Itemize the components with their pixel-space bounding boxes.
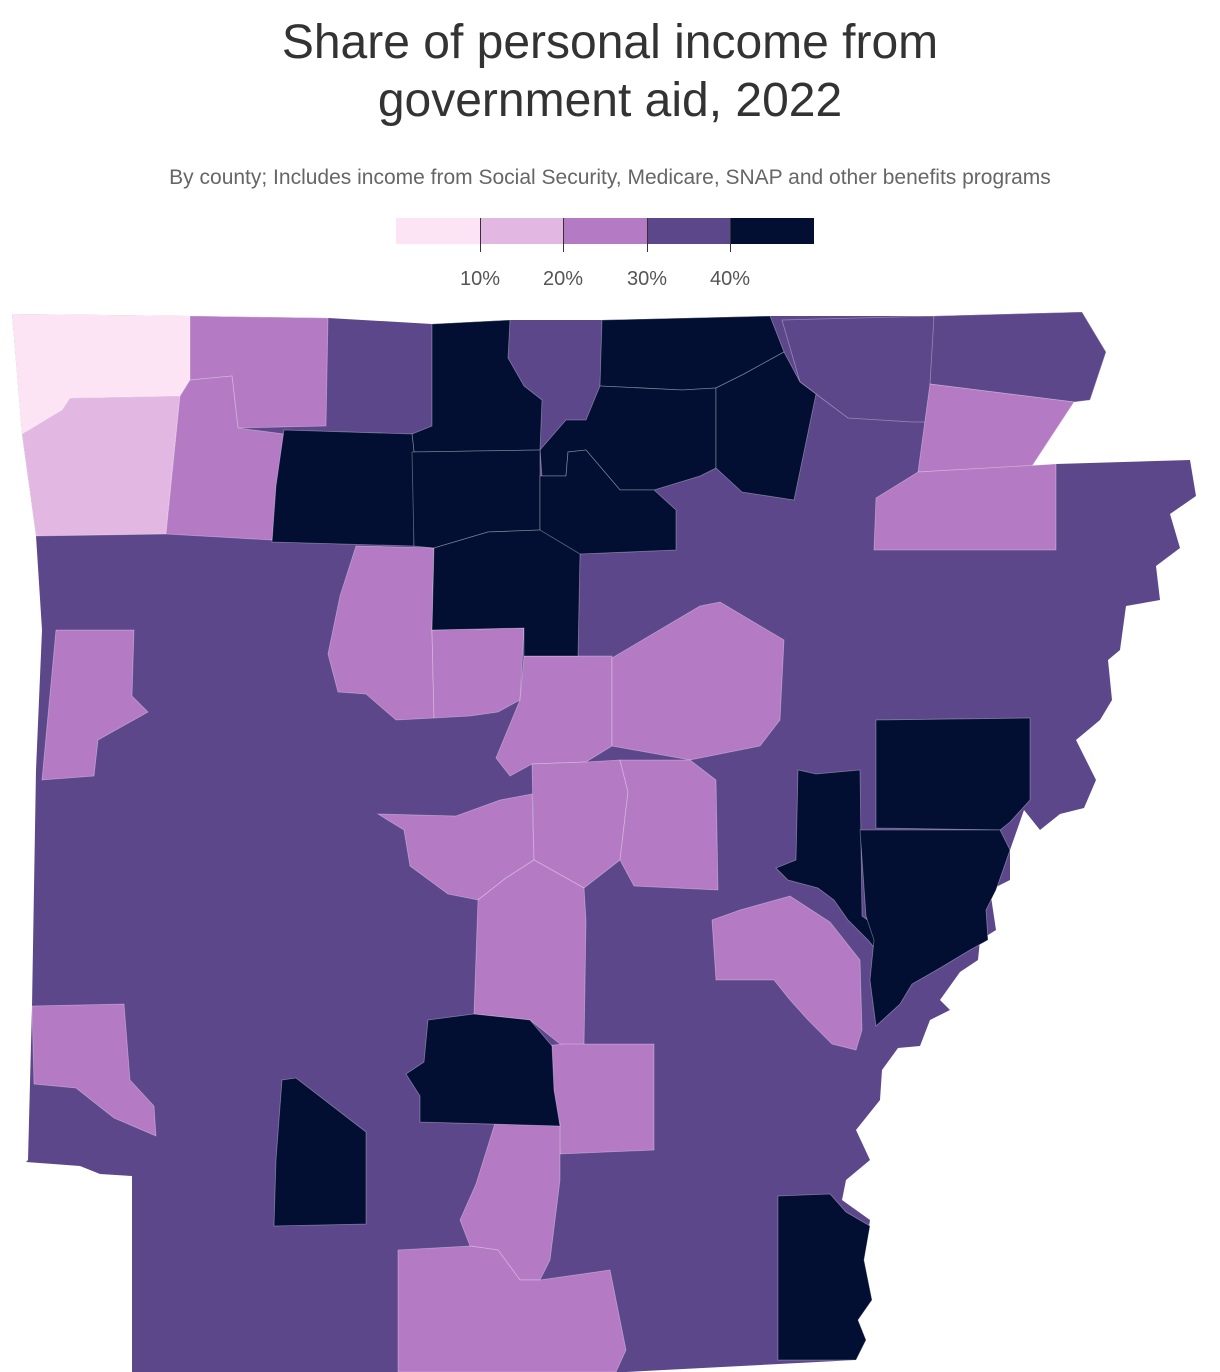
legend-swatch-5 — [730, 218, 814, 244]
legend-tick-mark — [563, 218, 564, 252]
legend-tick-label: 40% — [709, 268, 751, 290]
county-st-francis-lee — [711, 895, 863, 1051]
county-chicot — [777, 1193, 873, 1361]
arkansas-county-map — [11, 311, 1196, 1372]
county-union — [397, 1245, 627, 1372]
legend-tick-mark — [730, 218, 731, 252]
county-white — [611, 601, 785, 761]
county-crittenden — [859, 829, 1011, 1027]
county-boone — [411, 319, 543, 453]
county-mississippi — [875, 717, 1031, 831]
county-jefferson — [405, 1013, 561, 1127]
legend-swatch-3 — [563, 218, 647, 244]
legend-tick-label: 20% — [542, 268, 584, 290]
legend-tick-label: 10% — [459, 268, 501, 290]
legend-tick-mark — [480, 218, 481, 252]
chart-subtitle: By county; Includes income from Social S… — [169, 166, 1051, 189]
legend-tick-label: 30% — [626, 268, 668, 290]
county-van-buren — [431, 529, 581, 657]
county-nevada — [273, 1077, 367, 1227]
county-miller-hempstead — [31, 1003, 157, 1137]
county-shapes — [11, 311, 1107, 1372]
legend-swatch-1 — [396, 218, 480, 244]
county-madison — [165, 375, 285, 541]
county-cross — [775, 769, 889, 966]
county-conway — [431, 627, 525, 719]
chart-title: Share of personal income from government… — [0, 14, 1220, 130]
legend-swatch-2 — [479, 218, 564, 244]
county-newton — [271, 429, 415, 547]
title-line-1: Share of personal income from — [281, 16, 939, 69]
legend-tick-mark — [647, 218, 648, 252]
county-crawford — [41, 629, 149, 781]
legend-color-bar — [396, 218, 814, 244]
county-lonoke — [619, 759, 719, 891]
county-sharp — [715, 351, 817, 501]
county-craighead — [873, 463, 1057, 551]
title-line-2: government aid, 2022 — [377, 74, 843, 127]
color-legend: 10% 20% 30% 40% — [396, 218, 814, 298]
legend-swatch-4 — [646, 218, 731, 244]
